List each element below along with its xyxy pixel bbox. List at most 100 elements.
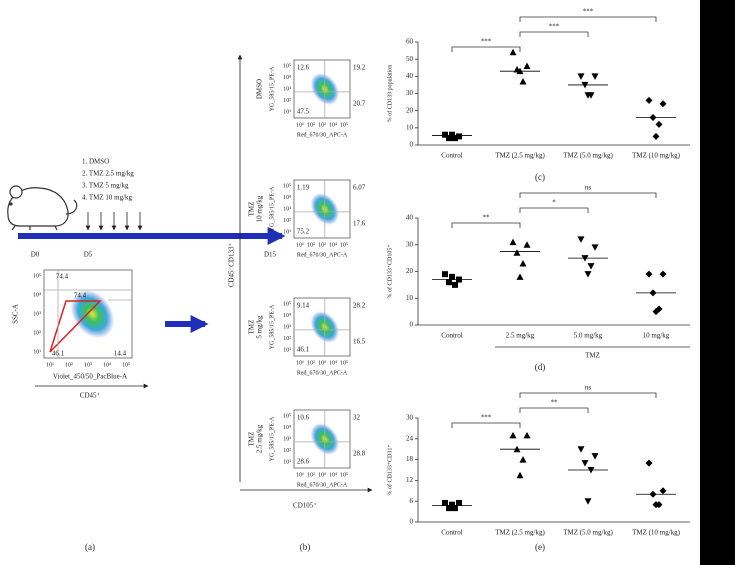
- x-tick-label: 10 mg/kg: [643, 332, 670, 340]
- data-point: [442, 271, 448, 278]
- data-point: [645, 459, 653, 467]
- y-tick-label: 10: [406, 294, 414, 302]
- y-tick-label: 40: [406, 214, 414, 222]
- data-point: [587, 263, 595, 270]
- flow-x-tick: 10¹: [296, 360, 304, 366]
- flow-y-tick: 10⁵: [283, 63, 291, 69]
- data-point: [456, 499, 462, 506]
- quadrant-value: 28.2: [353, 302, 366, 310]
- flow-x-tick: 10²: [307, 360, 315, 366]
- data-point: [591, 244, 599, 251]
- y-tick-label: 0: [410, 518, 414, 526]
- flow-y-tick: 10⁵: [283, 413, 291, 419]
- flow-x-tick: 10⁵: [340, 242, 348, 248]
- flow-y-tick: 10³: [283, 86, 291, 92]
- flow-y-tick: 10¹: [283, 459, 291, 465]
- data-point: [659, 487, 667, 495]
- data-point: [509, 431, 517, 439]
- axis-label: YG_585/15_PE-A: [269, 186, 275, 231]
- data-point: [577, 446, 585, 453]
- significance-bracket: [451, 422, 521, 428]
- day-label: D15: [264, 251, 277, 259]
- data-point: [652, 308, 660, 316]
- flow-x-tick: 10¹: [46, 362, 54, 368]
- group-label: TMZ: [585, 352, 600, 360]
- panel-label: (d): [535, 362, 546, 372]
- data-point: [655, 120, 663, 128]
- y-axis-label: % of CD133⁺CD105⁺: [386, 245, 393, 299]
- dose-arrows: [85, 212, 143, 231]
- flow-x-tick: 10²: [65, 362, 73, 368]
- flow-x-tick: 10⁵: [122, 362, 130, 368]
- data-point: [449, 501, 455, 508]
- flow-x-tick: 10¹: [296, 242, 304, 248]
- data-point: [584, 271, 592, 278]
- treatment: 4. TMZ 10 mg/kg: [82, 194, 133, 202]
- significance-bracket: [519, 31, 589, 37]
- flow-x-tick: 10⁵: [340, 360, 348, 366]
- flow-y-tick: 10²: [33, 330, 41, 336]
- x-tick-label: TMZ (2.5 mg/kg): [495, 529, 545, 537]
- y-tick-label: 30: [406, 89, 414, 97]
- data-point: [577, 236, 585, 243]
- y-tick-label: 18: [406, 455, 414, 463]
- significance-label: ***: [583, 8, 594, 16]
- quadrant-value: 17.6: [353, 220, 366, 228]
- gate-value: 14.4: [114, 350, 127, 358]
- flow-y-tick: 10⁴: [283, 425, 291, 431]
- condition: TMZ: [248, 320, 256, 335]
- panel-label: (b): [300, 542, 311, 552]
- y-tick-label: 40: [406, 72, 414, 80]
- data-point: [659, 270, 667, 278]
- treatment: 1. DMSO: [82, 158, 109, 166]
- significance-label: ns: [585, 384, 592, 392]
- condition: DMSO: [256, 79, 264, 99]
- data-point: [584, 498, 592, 505]
- condition: 2.5 mg/kg: [256, 424, 264, 453]
- y-tick-label: 30: [406, 414, 414, 422]
- condition: 5 mg/kg: [256, 315, 264, 339]
- axis-label: Red_670/30_APC-A: [297, 252, 348, 258]
- y-tick-label: 30: [406, 240, 414, 248]
- y-tick-label: 20: [406, 267, 414, 275]
- flow-x-tick: 10⁴: [329, 122, 337, 128]
- gate-value: 74.4: [74, 292, 87, 300]
- condition: TMZ: [248, 432, 256, 447]
- axis-label: Red_670/30_APC-A: [297, 482, 348, 488]
- x-tick-label: TMZ (5.0 mg/kg): [563, 529, 613, 537]
- quadrant-lines: [294, 410, 350, 468]
- significance-bracket: [519, 407, 589, 413]
- quadrant-value: 12.6: [297, 64, 310, 72]
- significance-bracket: [451, 222, 521, 228]
- significance-label: **: [551, 399, 559, 407]
- x-tick-label: 2.5 mg/kg: [506, 332, 535, 340]
- treatment: 2. TMZ 2.5 mg/kg: [82, 170, 134, 178]
- quadrant-value: 28.6: [297, 458, 310, 466]
- day-label: D5: [84, 251, 93, 259]
- data-point: [442, 499, 448, 506]
- flow-y-tick: 10³: [283, 436, 291, 442]
- flow-y-tick: 10¹: [283, 229, 291, 235]
- flow-y-tick: 10⁴: [283, 313, 291, 319]
- marker-label: CD45⁺: [80, 392, 101, 400]
- flow-y-tick: 10³: [283, 206, 291, 212]
- data-point: [519, 456, 527, 463]
- treatment: 3. TMZ 5 mg/kg: [82, 182, 129, 190]
- data-point: [645, 270, 653, 278]
- x-tick-label: TMZ (2.5 mg/kg): [495, 152, 545, 160]
- quadrant-value: 46.1: [297, 346, 310, 354]
- quadrant-value: 19.2: [353, 64, 366, 72]
- axis-label: Red_670/30_APC-A: [297, 132, 348, 138]
- data-point: [452, 281, 458, 288]
- significance-bracket: [519, 207, 589, 213]
- x-tick-label: Control: [441, 529, 462, 537]
- x-tick-label: Control: [441, 152, 462, 160]
- flow-x-tick: 10²: [307, 122, 315, 128]
- data-point: [523, 431, 531, 439]
- flow-y-tick: 10¹: [283, 347, 291, 353]
- day-label: D0: [31, 251, 40, 259]
- data-point: [591, 453, 599, 460]
- significance-bracket: [451, 46, 521, 52]
- quadrant-value: 16.5: [353, 338, 366, 346]
- quadrant-lines: [294, 180, 350, 238]
